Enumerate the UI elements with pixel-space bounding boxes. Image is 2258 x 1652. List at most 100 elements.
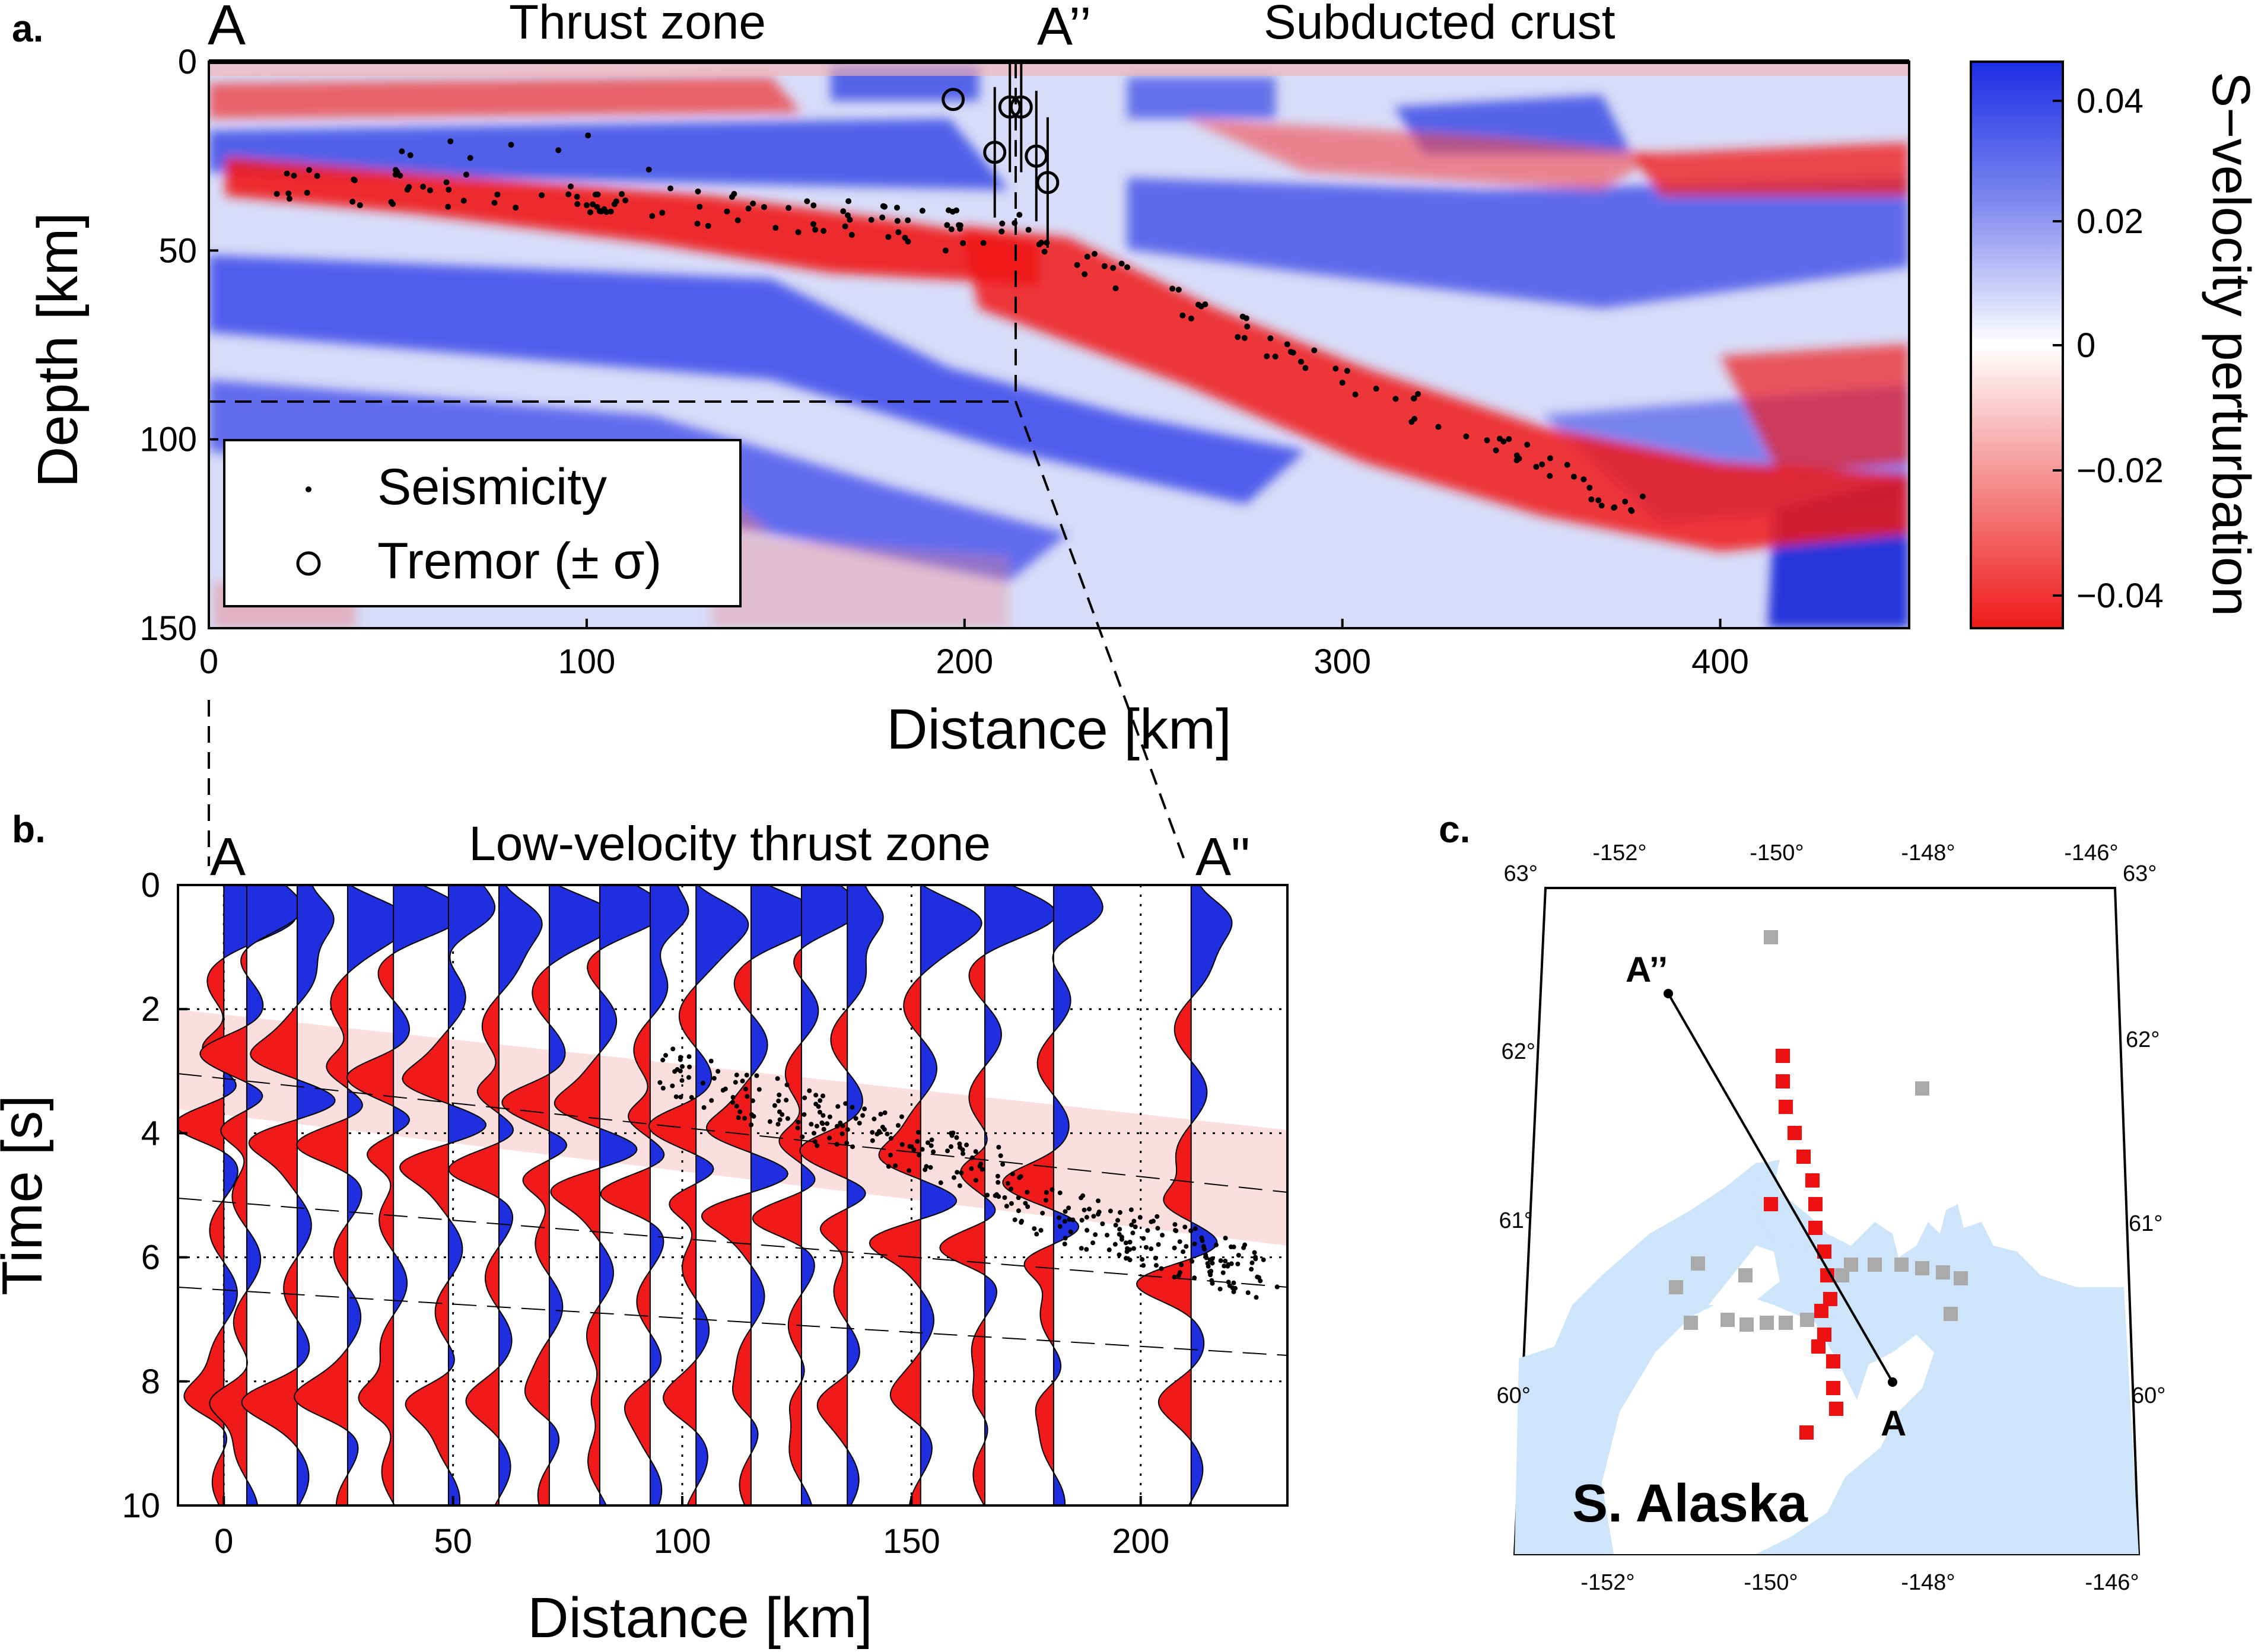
seismicity-dot <box>1241 1245 1246 1250</box>
y-tick-label: 150 <box>139 609 197 648</box>
seismicity-dot <box>1131 1246 1136 1251</box>
seismicity-dot <box>1284 341 1290 348</box>
seismicity-dot <box>1057 1190 1063 1195</box>
seismicity-dot <box>399 148 405 155</box>
seismicity-dot <box>1145 1228 1150 1233</box>
seismicity-dot <box>660 1058 666 1063</box>
colorbar-ticks: 0.04 0.02 0 −0.02 −0.04 <box>2053 82 2164 615</box>
seismicity-dot <box>1038 240 1045 246</box>
seismicity-dot <box>1110 265 1117 271</box>
seismicity-dot <box>810 202 817 209</box>
seismicity-dot <box>645 166 652 173</box>
seismicity-dot <box>1041 249 1048 255</box>
seismicity-dot <box>1254 1295 1259 1300</box>
seismicity-dot <box>1019 1218 1025 1224</box>
seismicity-dot <box>776 1099 781 1104</box>
seismicity-dot <box>1207 1257 1213 1262</box>
y-tick-label: 8 <box>141 1363 160 1401</box>
seismicity-dot <box>820 1093 826 1099</box>
station-red-square <box>1764 1197 1778 1211</box>
seismicity-dot <box>1016 212 1023 218</box>
seismicity-dot <box>938 1180 943 1185</box>
seismicity-dot <box>777 1109 782 1115</box>
seismicity-dot <box>1009 1201 1014 1206</box>
trace-wiggle <box>1136 885 1233 1505</box>
seismicity-dot <box>920 1147 925 1152</box>
seismicity-dot <box>1200 1238 1205 1243</box>
seismicity-dot <box>1506 436 1512 443</box>
seismicity-dot <box>915 1129 921 1135</box>
seismicity-dot <box>893 205 900 211</box>
seismicity-dot <box>1062 1242 1067 1247</box>
station-markers <box>1669 930 1968 1440</box>
seismicity-dot <box>590 201 596 208</box>
y-tick-label: 0 <box>141 866 160 905</box>
seismicity-dot <box>745 1094 750 1099</box>
seismicity-dot <box>1220 1270 1226 1275</box>
trace-positive-fill <box>1191 885 1232 1505</box>
map-bottom-lon-label: -150° <box>1744 1570 1798 1595</box>
seismicity-dot <box>1332 365 1339 372</box>
seismicity-dot <box>420 183 427 190</box>
seismicity-dot <box>1093 1232 1098 1237</box>
panel-b-point-a2: A" <box>1195 827 1250 887</box>
seismicity-dot <box>743 1086 748 1091</box>
seismicity-dot <box>392 171 399 178</box>
seismicity-dot <box>1339 380 1346 386</box>
trace-positive-fill <box>297 885 335 1505</box>
station-gray-square <box>1915 1261 1929 1275</box>
seismicity-dot <box>761 204 767 211</box>
y-tick-label: 4 <box>141 1114 160 1153</box>
seismicity-dot <box>291 173 297 179</box>
seismicity-dot <box>825 1121 830 1126</box>
seismicity-dot <box>820 228 827 234</box>
seismicity-dot <box>1629 508 1635 514</box>
trace-negative-fill <box>346 885 394 1505</box>
seismicity-dot <box>720 1088 726 1093</box>
seismicity-dot <box>1493 447 1499 454</box>
seismicity-dot <box>708 1058 714 1064</box>
panel-a-xlabel: Distance [km] <box>886 698 1231 761</box>
seismicity-dot <box>1570 473 1577 480</box>
seismicity-dot <box>306 167 313 173</box>
seismicity-dot <box>1074 262 1080 268</box>
seismicity-dot <box>818 1098 823 1103</box>
region-label: S. Alaska <box>1572 1474 1808 1533</box>
seismicity-dot <box>815 1143 820 1148</box>
seismicity-dot <box>1249 1266 1254 1272</box>
map-graticule-labels: -152° -150° -148° -146° -152° -150° -148° -146°… <box>1497 841 2166 1595</box>
station-red-square <box>1799 1425 1814 1440</box>
seismicity-dot <box>1415 391 1421 397</box>
seismicity-dot <box>1112 285 1119 291</box>
seismicity-dot <box>1143 1244 1149 1250</box>
seismicity-dot <box>1105 1233 1110 1238</box>
seismicity-dot <box>447 138 454 145</box>
seismicity-dot <box>1057 1215 1062 1220</box>
seismicity-dot <box>619 191 625 198</box>
seismicity-dot <box>958 1145 963 1150</box>
seismicity-dot <box>964 1142 969 1148</box>
seismicity-dot <box>1123 1240 1128 1246</box>
panel-c: c. A’’ A S. Alaska -152° -150° -148° -146°-… <box>1439 808 2165 1595</box>
seismicity-dot <box>980 240 987 246</box>
seismicity-dot <box>574 193 580 200</box>
seismicity-dot <box>701 1105 707 1110</box>
panel-b-label: b. <box>12 808 46 851</box>
colorbar: 0.04 0.02 0 −0.02 −0.04 S−velocity perturbat… <box>1970 61 2258 629</box>
x-tick-label: 200 <box>936 642 993 681</box>
trace-negative-fill <box>1136 885 1191 1505</box>
seismicity-dot <box>555 147 562 154</box>
seismicity-dot <box>1169 285 1176 292</box>
seismicity-dot <box>957 1183 962 1188</box>
seismicity-dot <box>811 1131 816 1136</box>
seismicity-dot <box>925 1140 930 1145</box>
seismicity-dot <box>1115 1218 1121 1223</box>
seismicity-dot <box>1155 1214 1160 1219</box>
seismicity-dot <box>907 1168 912 1173</box>
seismicity-dot <box>1119 1237 1124 1242</box>
seismicity-dot <box>404 186 411 193</box>
seismicity-dot <box>843 1101 848 1106</box>
seismicity-dot <box>796 1119 801 1125</box>
seismicity-dot <box>467 155 473 161</box>
seismicity-dot <box>751 1113 756 1119</box>
